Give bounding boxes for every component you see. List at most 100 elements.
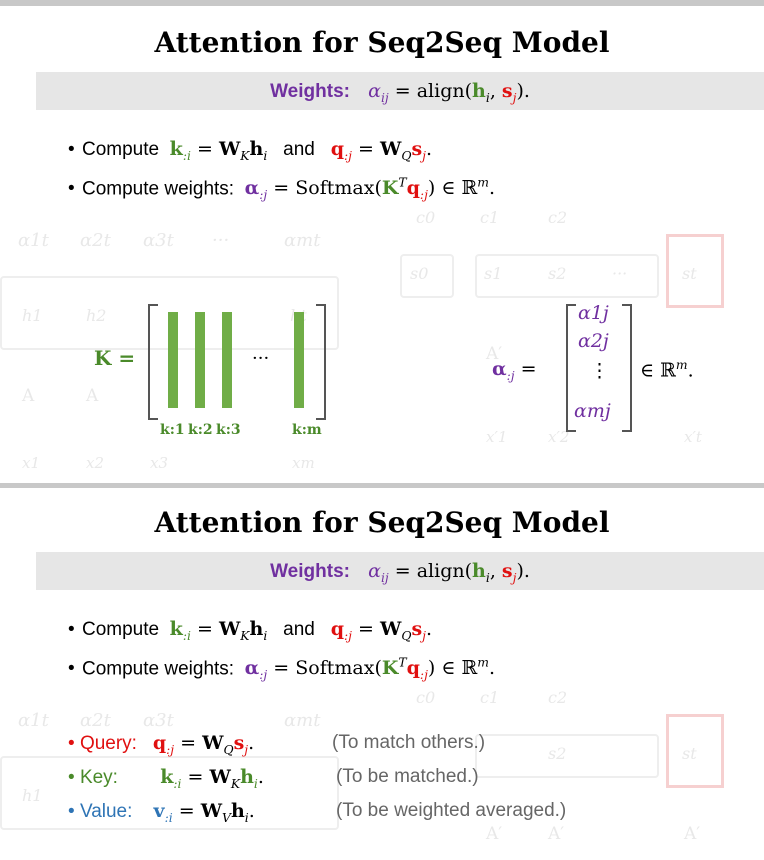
- k-dots: ···: [252, 348, 270, 369]
- key-label: Key:: [79, 767, 118, 788]
- bg-s2: s2: [548, 264, 567, 283]
- softmax-formula: α:j = Softmax(KTq:j) ∈ ℝm.: [244, 656, 496, 683]
- k-column-m: [294, 312, 304, 408]
- alpha-entry-m: αmj: [574, 400, 611, 422]
- slide-title: Attention for Seq2Seq Model: [154, 506, 610, 539]
- bg2-A1: A′: [486, 824, 503, 844]
- bg-A3: A′: [486, 344, 503, 364]
- bg-s-box: [475, 254, 659, 298]
- bg2-encoder-box: [0, 756, 339, 830]
- bg-c1: c1: [480, 208, 500, 227]
- bg2-c1: c1: [480, 688, 500, 707]
- k-col-label-m: k:m: [292, 422, 322, 438]
- bg2-alpha-3t: α3t: [143, 710, 174, 731]
- bg-x2p: x′2: [548, 428, 570, 446]
- value-line: • Value: v:i = WVhi. (To be weighted ave…: [68, 800, 567, 825]
- bullet1-and: and: [283, 139, 315, 160]
- bullet1-prefix: Compute: [82, 619, 160, 640]
- bg-st: st: [682, 264, 697, 283]
- bullet-compute-kq: • Compute k:i = WKhi and q:j = WQsj.: [68, 138, 433, 163]
- bg-x2: x2: [86, 454, 105, 472]
- bg-alpha-3t: α3t: [143, 230, 174, 251]
- q-formula: q:j = WQsj.: [330, 618, 433, 643]
- query-note: (To match others.): [332, 732, 486, 753]
- bullet1-prefix: Compute: [82, 139, 160, 160]
- bg-h2: h2: [86, 306, 107, 325]
- bg-alpha-mt: αmt: [284, 230, 321, 251]
- bg2-alpha-2t: α2t: [80, 710, 111, 731]
- alpha-right-bracket: [622, 304, 632, 432]
- bg-st-highlight: [666, 234, 724, 308]
- alpha-entry-vdots: ⋮: [590, 360, 609, 382]
- bg2-c2: c2: [548, 688, 568, 707]
- k-column-2: [195, 312, 205, 408]
- k-column-3: [222, 312, 232, 408]
- bg-s0: s0: [410, 264, 429, 283]
- weights-label: Weights:: [270, 561, 350, 582]
- bg-s0-box: [400, 254, 454, 298]
- slide-separator: [0, 483, 764, 488]
- bg2-A2: A′: [548, 824, 565, 844]
- bg-xm: xm: [292, 454, 315, 472]
- bg-x3: x3: [150, 454, 169, 472]
- bg-A1: A: [22, 386, 35, 406]
- top-separator: [0, 0, 764, 6]
- k-col-label-3: k:3: [216, 422, 241, 438]
- bullet-compute-weights: • Compute weights: α:j = Softmax(KTq:j) ∈…: [68, 176, 496, 203]
- k-formula: k:i = WKhi: [169, 138, 268, 163]
- bg-x1: x1: [22, 454, 41, 472]
- k-equals: K =: [94, 346, 136, 370]
- bg2-A3: A′: [684, 824, 701, 844]
- bg-c2: c2: [548, 208, 568, 227]
- bg-alpha-1t: α1t: [18, 230, 49, 251]
- slide-title: Attention for Seq2Seq Model: [154, 26, 610, 59]
- alpha-left-bracket: [566, 304, 576, 432]
- slide-2: α1t α2t α3t αmt c0 c1 c2 s2 st h1 A′ A′ …: [0, 488, 764, 860]
- bg2-st: st: [682, 744, 697, 763]
- query-label: Query:: [79, 733, 137, 754]
- bullet2-prefix: Compute weights:: [82, 178, 235, 200]
- bg-c0: c0: [416, 208, 436, 227]
- bg-s1: s1: [484, 264, 503, 283]
- bullet1-and: and: [283, 619, 315, 640]
- alpha-in-rm: ∈ ℝm.: [640, 358, 694, 382]
- key-formula: k:i = WKhi.: [160, 766, 264, 791]
- q-formula: q:j = WQsj.: [330, 138, 433, 163]
- bullet-compute-kq: • Compute k:i = WKhi and q:j = WQsj.: [68, 618, 433, 643]
- bg-dots: ···: [212, 230, 230, 251]
- bg2-h1: h1: [22, 786, 43, 805]
- k-right-bracket: [316, 304, 326, 420]
- bg-alpha-2t: α2t: [80, 230, 111, 251]
- bg2-st-highlight: [666, 714, 724, 788]
- weights-bar: Weights: αij = align(hi, sj).: [36, 552, 764, 590]
- bg-xtp: x′t: [684, 428, 702, 446]
- key-note: (To be matched.): [336, 766, 479, 787]
- alpha-vec-label: α:j =: [492, 358, 537, 383]
- alpha-entry-1: α1j: [578, 302, 609, 324]
- value-formula: v:i = WVhi.: [153, 800, 255, 825]
- softmax-formula: α:j = Softmax(KTq:j) ∈ ℝm.: [244, 176, 496, 203]
- bg-x1p: x′1: [486, 428, 508, 446]
- weights-formula: αij = align(hi, sj).: [368, 80, 530, 105]
- bg-s-dots: ···: [612, 264, 628, 283]
- alpha-entry-2: α2j: [578, 330, 609, 352]
- bg2-alpha-mt: αmt: [284, 710, 321, 731]
- value-note: (To be weighted averaged.): [336, 800, 567, 821]
- weights-label: Weights:: [270, 81, 350, 102]
- key-line: • Key: k:i = WKhi. (To be matched.): [68, 766, 479, 791]
- k-col-label-2: k:2: [188, 422, 213, 438]
- k-left-bracket: [148, 304, 158, 420]
- bg2-s-box: [475, 734, 659, 778]
- bullet2-prefix: Compute weights:: [82, 658, 235, 680]
- slide-1: α1t α2t α3t ··· αmt c0 c1 c2 s0 s1 s2 ··…: [0, 8, 764, 483]
- bg2-c0: c0: [416, 688, 436, 707]
- value-label: Value:: [79, 801, 133, 822]
- k-col-label-1: k:1: [160, 422, 185, 438]
- weights-bar: Weights: αij = align(hi, sj).: [36, 72, 764, 110]
- query-line: • Query: q:j = WQsj. (To match others.): [68, 732, 486, 757]
- bg2-alpha-1t: α1t: [18, 710, 49, 731]
- bullet-compute-weights: • Compute weights: α:j = Softmax(KTq:j) ∈…: [68, 656, 496, 683]
- weights-formula: αij = align(hi, sj).: [368, 560, 530, 585]
- query-formula: q:j = WQsj.: [152, 732, 255, 757]
- k-formula: k:i = WKhi: [169, 618, 268, 643]
